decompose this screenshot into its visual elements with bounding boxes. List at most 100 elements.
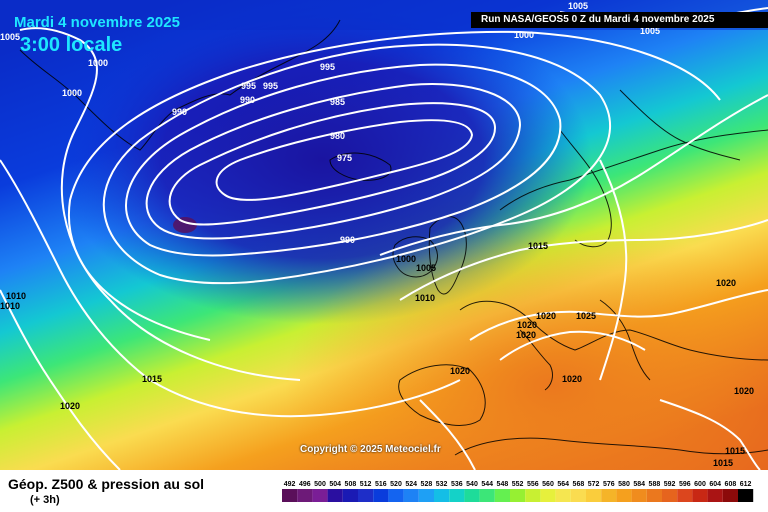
svg-text:990: 990 xyxy=(240,95,255,105)
scale-label: 520 xyxy=(390,481,402,488)
scale-swatch xyxy=(601,489,617,502)
svg-text:1005: 1005 xyxy=(0,32,20,42)
svg-text:1020: 1020 xyxy=(450,366,470,376)
scale-swatch xyxy=(662,489,678,502)
scale-label: 528 xyxy=(421,481,433,488)
scale-label: 548 xyxy=(497,481,509,488)
scale-swatch xyxy=(358,489,374,502)
svg-text:1010: 1010 xyxy=(415,293,435,303)
svg-text:1020: 1020 xyxy=(536,311,556,321)
scale-swatch xyxy=(722,489,738,502)
scale-swatch xyxy=(373,489,389,502)
scale-swatch xyxy=(434,489,450,502)
svg-text:980: 980 xyxy=(330,131,345,141)
scale-label: 592 xyxy=(664,481,676,488)
scale-label: 556 xyxy=(527,481,539,488)
scale-label: 532 xyxy=(436,481,448,488)
scale-label: 588 xyxy=(649,481,661,488)
scale-swatch xyxy=(494,489,510,502)
scale-label: 580 xyxy=(618,481,630,488)
svg-text:1000: 1000 xyxy=(396,254,416,264)
scale-swatch xyxy=(738,489,754,502)
isobars xyxy=(0,7,768,471)
isobar-labels: 1005 1005 1000 1000 1000 1005 995 995 99… xyxy=(0,1,754,468)
scale-label: 536 xyxy=(451,481,463,488)
scale-swatch xyxy=(677,489,693,502)
scale-swatch xyxy=(616,489,632,502)
scale-swatch xyxy=(646,489,662,502)
scale-swatch xyxy=(707,489,723,502)
scale-label: 500 xyxy=(314,481,326,488)
scale-label: 492 xyxy=(284,481,296,488)
scale-label: 540 xyxy=(466,481,478,488)
scale-swatch xyxy=(540,489,556,502)
scale-swatch xyxy=(479,489,495,502)
svg-text:1020: 1020 xyxy=(716,278,736,288)
scale-swatch xyxy=(282,489,298,502)
scale-swatch xyxy=(342,489,358,502)
svg-text:1015: 1015 xyxy=(713,458,733,468)
scale-swatch xyxy=(418,489,434,502)
scale-swatch xyxy=(692,489,708,502)
scale-label: 508 xyxy=(345,481,357,488)
scale-label: 596 xyxy=(679,481,691,488)
svg-text:1020: 1020 xyxy=(60,401,80,411)
scale-swatch xyxy=(327,489,343,502)
scale-swatch xyxy=(586,489,602,502)
legend-title: Géop. Z500 & pression au sol xyxy=(8,476,205,492)
svg-text:1015: 1015 xyxy=(142,374,162,384)
map-date: Mardi 4 novembre 2025 xyxy=(14,14,180,31)
svg-text:1005: 1005 xyxy=(568,1,588,11)
scale-swatch xyxy=(464,489,480,502)
run-banner: Run NASA/GEOS5 0 Z du Mardi 4 novembre 2… xyxy=(471,12,768,28)
svg-text:975: 975 xyxy=(337,153,352,163)
scale-label: 612 xyxy=(740,481,752,488)
svg-text:990: 990 xyxy=(172,107,187,117)
svg-text:1025: 1025 xyxy=(576,311,596,321)
scale-swatch xyxy=(631,489,647,502)
svg-text:1020: 1020 xyxy=(516,330,536,340)
svg-text:1000: 1000 xyxy=(62,88,82,98)
scale-swatch xyxy=(570,489,586,502)
svg-text:995: 995 xyxy=(320,62,335,72)
scale-label: 524 xyxy=(405,481,417,488)
color-scale: 492 496 500 504 508 512 516 520 524 528 532 536 540 5… xyxy=(282,481,754,502)
scale-swatch xyxy=(525,489,541,502)
svg-text:1010: 1010 xyxy=(0,301,20,311)
scale-label: 568 xyxy=(573,481,585,488)
svg-text:1020: 1020 xyxy=(517,320,537,330)
svg-text:1010: 1010 xyxy=(6,291,26,301)
svg-text:1005: 1005 xyxy=(640,26,660,36)
scale-label: 584 xyxy=(633,481,645,488)
legend-subtitle: (+ 3h) xyxy=(30,494,60,506)
scale-label: 608 xyxy=(725,481,737,488)
scale-swatch xyxy=(510,489,526,502)
coastlines xyxy=(19,19,768,456)
svg-text:1000: 1000 xyxy=(88,58,108,68)
svg-text:1000: 1000 xyxy=(514,30,534,40)
scale-label: 496 xyxy=(299,481,311,488)
scale-label: 576 xyxy=(603,481,615,488)
scale-label: 516 xyxy=(375,481,387,488)
svg-text:1015: 1015 xyxy=(725,446,745,456)
map-time: 3:00 locale xyxy=(20,34,123,56)
scale-label: 512 xyxy=(360,481,372,488)
scale-label: 604 xyxy=(709,481,721,488)
map-canvas: 1005 1005 1000 1000 1000 1005 995 995 99… xyxy=(0,0,768,471)
scale-swatch xyxy=(555,489,571,502)
svg-text:995: 995 xyxy=(263,81,278,91)
svg-text:990: 990 xyxy=(340,235,355,245)
scale-swatch xyxy=(297,489,313,502)
scale-swatch xyxy=(403,489,419,502)
scale-label: 544 xyxy=(481,481,493,488)
svg-text:1020: 1020 xyxy=(562,374,582,384)
svg-text:1005: 1005 xyxy=(416,263,436,273)
scale-label: 564 xyxy=(557,481,569,488)
svg-text:995: 995 xyxy=(241,81,256,91)
svg-text:985: 985 xyxy=(330,97,345,107)
weather-map: 1005 1005 1000 1000 1000 1005 995 995 99… xyxy=(0,0,768,471)
svg-text:1015: 1015 xyxy=(528,241,548,251)
scale-swatch xyxy=(449,489,465,502)
scale-label: 504 xyxy=(329,481,341,488)
scale-label: 572 xyxy=(588,481,600,488)
